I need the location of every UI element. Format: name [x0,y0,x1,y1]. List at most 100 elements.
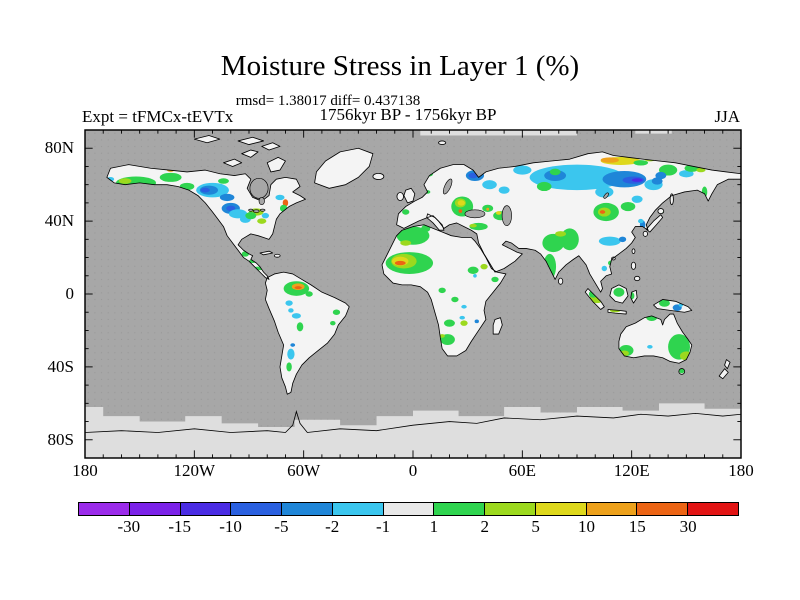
great-lake [248,208,254,212]
great-lake [259,208,266,212]
anomaly-region [282,199,289,207]
colorbar-cell [332,503,384,515]
colorbar [78,502,739,516]
anomaly-region [257,218,267,224]
anomaly-region [601,265,608,272]
anomaly-region [469,223,477,228]
y-tick-label: 40N [44,211,74,231]
anomaly-region [228,209,248,219]
anomaly-region [118,178,132,184]
baltic-sea [442,178,453,195]
colorbar-tick-label: 10 [577,517,595,536]
colorbar-cell [79,503,130,515]
anomaly-region [491,276,499,283]
anomaly-region [467,266,479,274]
season-label: JJA [714,107,740,126]
x-axis-labels: 180 120W 60W 0 60E 120E 180 [72,461,754,485]
anomaly-region [219,193,235,202]
colorbar-cell [383,503,435,515]
experiment-label: Expt = tFMCx-tEVTx [82,107,234,126]
colorbar-tick-label: -1 [375,517,391,536]
stats-line: rmsd= 1.38017 diff= 0.437138 [235,93,421,109]
inland-seas [248,177,609,226]
anomaly-region [394,260,406,266]
caspian-sea [501,205,512,226]
anomaly-region [613,287,625,297]
period-line: 1756kyr BP - 1756kyr BP [319,105,497,124]
colorbar-tick-label: -10 [219,517,242,536]
anomaly-region [631,178,643,182]
anomaly-region [555,231,567,237]
anomaly-region [286,362,292,372]
anomaly-region [486,207,490,211]
anomaly-region [482,180,497,190]
anomaly-region [549,168,561,176]
colorbar-tick-label: 15 [628,517,646,536]
anomaly-region [542,233,565,253]
map-frame [84,129,742,459]
anomaly-region [457,200,465,206]
anomaly-region [638,218,644,224]
colorbar-cell [434,503,486,515]
anomaly-region [396,226,430,245]
x-tick-label: 120W [173,461,216,480]
colorbar-cell [129,503,181,515]
y-axis-labels: 80N 40N 0 40S 80S [28,130,78,458]
anomaly-region [400,240,412,246]
anomaly-region [544,170,567,182]
anomaly-region [633,160,649,166]
anomaly-region [451,296,459,303]
anomaly-region [599,210,606,214]
anomaly-region [296,322,304,332]
anomaly-region [659,299,670,307]
anomaly-region [495,211,502,215]
figure-title: Moisture Stress in Layer 1 (%) [220,50,580,82]
anomaly-region [631,195,643,203]
x-tick-label: 180 [72,461,98,480]
x-tick-label: 0 [408,461,418,480]
arctic-sea-ice [420,130,577,136]
antarctica-coastline [84,410,742,433]
anomaly-region [288,308,294,313]
james-bay [258,197,265,206]
colorbar-tick-label: -5 [274,517,289,536]
anomaly-region [598,236,621,246]
anomaly-region [600,157,619,163]
anomaly-region [513,165,532,175]
anomaly-region [330,320,336,326]
lake-baikal [603,192,609,199]
colorbar-tick-label: 2 [480,517,490,536]
anomaly-region [468,172,478,179]
colorbar-tick-label: -30 [117,517,141,536]
anomaly-region [287,348,295,360]
colorbar-cell [485,503,536,515]
anomaly-region [461,304,467,309]
anomaly-region [458,209,463,213]
y-tick-label: 0 [65,284,75,303]
anomaly-region [459,315,465,320]
anomaly-blobs [106,155,708,374]
colorbar-cell [282,503,333,515]
anomaly-region [474,319,479,324]
great-lake [253,209,260,213]
anomaly-region [443,319,455,327]
x-tick-label: 120E [613,461,650,480]
anomaly-region [285,300,293,306]
anomaly-region [473,273,477,278]
arctic-sea-ice [635,130,672,134]
anomaly-region [438,287,446,294]
anomaly-region [696,167,706,173]
anomaly-region [498,186,510,194]
anomaly-region [620,201,636,212]
hudson-bay [249,177,269,199]
anomaly-region [291,313,301,319]
anomaly-region [651,177,663,185]
anomaly-region [275,194,285,201]
anomaly-region [439,334,445,338]
antarctica-ice [85,403,741,458]
colorbar-cell [231,503,283,515]
anomaly-region [480,263,488,270]
anomaly-region [245,212,257,220]
y-tick-label: 40S [47,356,74,376]
anomaly-region [226,205,236,212]
